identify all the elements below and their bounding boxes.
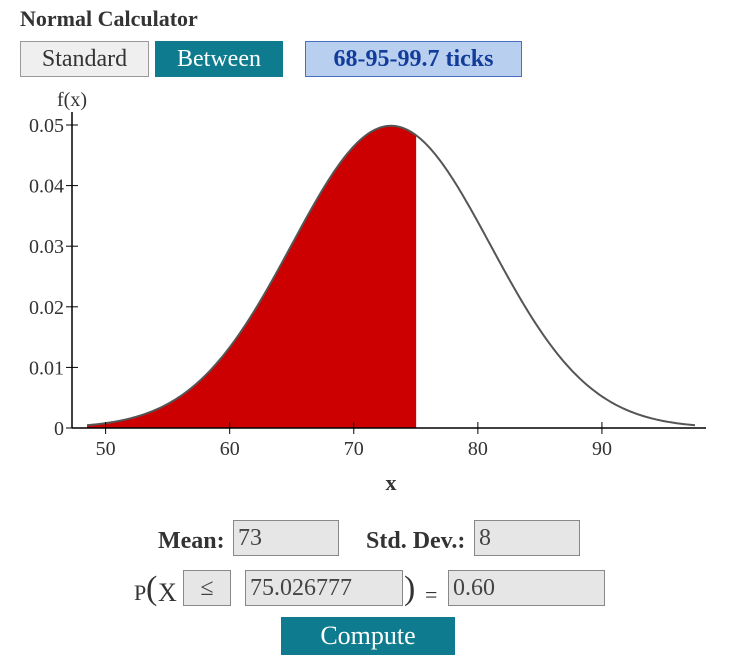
standard-mode-button[interactable]: Standard — [20, 41, 149, 77]
open-paren: ( — [146, 570, 158, 607]
y-tick-label-4: 0.04 — [29, 176, 64, 198]
y-axis-label: f(x) — [57, 89, 87, 111]
mean-label: Mean: — [158, 528, 225, 554]
x-value-input[interactable]: 75.026777 — [245, 570, 403, 606]
ticks-toggle-button[interactable]: 68-95-99.7 ticks — [305, 41, 522, 77]
y-tick-label-2: 0.02 — [29, 297, 64, 319]
y-tick-label-0: 0 — [54, 418, 64, 440]
app-title: Normal Calculator — [20, 6, 198, 31]
x-tick-label-4: 90 — [592, 438, 612, 460]
variable-label: X — [158, 578, 177, 607]
between-mode-button[interactable]: Between — [155, 41, 283, 77]
result-output: 0.60 — [448, 570, 605, 606]
density-curve — [86, 124, 696, 427]
normal-distribution-plot: 50 60 70 80 90 0 0.01 0.02 0.03 0.04 0.05 f(x) x — [29, 89, 706, 495]
sd-input[interactable]: 8 — [474, 520, 580, 556]
x-tick-label-2: 70 — [344, 438, 364, 460]
equals-sign: = — [425, 582, 438, 607]
x-tick-label-0: 50 — [96, 438, 116, 460]
mean-input[interactable]: 73 — [233, 520, 339, 556]
sd-label: Std. Dev.: — [366, 528, 466, 554]
x-axis-label: x — [386, 470, 397, 495]
inequality-select[interactable]: ≤ — [183, 570, 231, 606]
x-tick-label-1: 60 — [220, 438, 240, 460]
y-tick-label-5: 0.05 — [29, 115, 64, 137]
y-tick-label-3: 0.03 — [29, 236, 64, 258]
compute-button[interactable]: Compute — [281, 617, 455, 655]
y-tick-label-1: 0.01 — [29, 357, 64, 379]
close-paren: ) — [404, 570, 416, 607]
probability-label: P — [134, 580, 147, 605]
shaded-probability-area — [87, 125, 417, 429]
x-tick-label-3: 80 — [468, 438, 488, 460]
